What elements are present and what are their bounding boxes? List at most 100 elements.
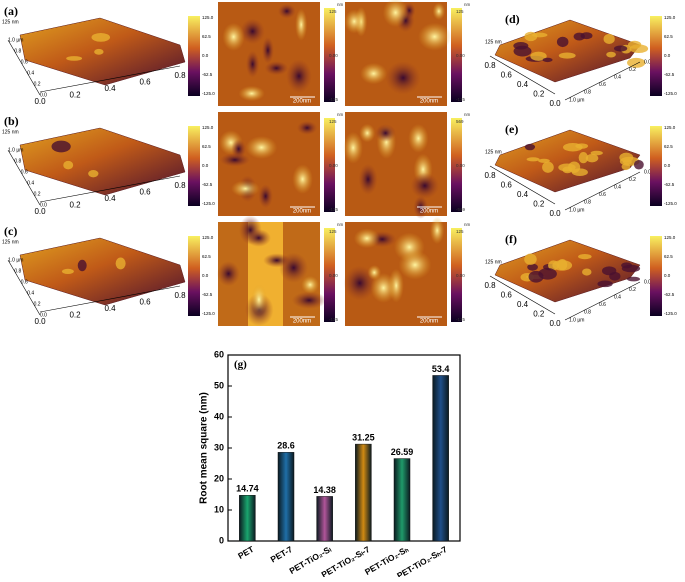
bar <box>316 496 333 542</box>
colorbar-label: -62.5 <box>202 292 213 297</box>
axis-tick-label: 0.8 <box>484 61 496 70</box>
surface-bump <box>556 36 569 48</box>
axis-tick-label: 0.0 <box>34 317 46 326</box>
afm-feature <box>343 131 363 164</box>
axis-tick-label: 0.4 <box>517 80 529 89</box>
afm-feature <box>292 164 313 195</box>
bar <box>277 452 295 542</box>
axis-line <box>489 165 556 205</box>
surface-bump <box>88 169 99 178</box>
surface-bump <box>63 160 74 170</box>
surface-bump <box>582 268 592 276</box>
axis-tick-label: 0.2 <box>533 200 545 209</box>
panel-label: (e) <box>505 122 518 136</box>
panel-label: (g) <box>234 359 247 371</box>
axis-tick-label: 0.4 <box>614 75 621 81</box>
axis-tick-label: 0.4 <box>104 194 116 203</box>
colorbar-label: nm <box>337 222 344 227</box>
afm-feature <box>408 123 429 153</box>
surface-bump <box>532 32 548 38</box>
value-label: 53.4 <box>432 364 450 374</box>
afm-feature <box>382 0 409 28</box>
colorbar <box>188 236 200 316</box>
scale-bar-label: 200nm <box>293 99 311 105</box>
colorbar-label: 125 <box>329 119 337 124</box>
y-tick-label: 30 <box>214 442 224 452</box>
colorbar-label: 0.0 <box>202 163 209 168</box>
afm-feature <box>261 36 274 64</box>
panel-label: (c) <box>4 224 17 238</box>
scale-bar-label: 200nm <box>420 209 438 215</box>
afm-feature <box>264 61 289 76</box>
axis-tick-label: 0.6 <box>599 82 606 88</box>
axis-tick-label: 0.6 <box>139 298 151 307</box>
surface-bump <box>627 57 646 68</box>
value-label: 28.6 <box>277 441 295 451</box>
colorbar-label: nm <box>464 2 471 7</box>
y-tick-label: 40 <box>214 411 224 421</box>
surface-bump <box>526 157 540 162</box>
surface-bump <box>524 143 536 151</box>
axis-line <box>39 65 181 93</box>
axis-tick-label: 0.6 <box>599 192 606 198</box>
axis-tick-label: 1.0 µm <box>8 147 23 153</box>
axis-tick-label: 0.0 <box>644 169 651 175</box>
colorbar-label: 125 <box>456 9 464 14</box>
colorbar-label: 569 <box>456 119 464 124</box>
surface-bump <box>558 52 576 59</box>
axis-tick-label: 0.8 <box>484 171 496 180</box>
colorbar <box>451 228 462 322</box>
axis-tick-label: 0.4 <box>104 304 116 313</box>
afm-feature <box>231 180 260 198</box>
surface-bump <box>597 280 613 288</box>
colorbar-label: -125.0 <box>664 91 677 96</box>
surface-bump <box>94 48 104 55</box>
colorbar <box>451 8 462 102</box>
colorbar-label: -569 <box>456 207 466 212</box>
axis-tick-label: 0.6 <box>139 78 151 87</box>
y-tick-label: 10 <box>214 504 224 514</box>
axis-line <box>39 285 181 313</box>
axis-tick-label: 0.2 <box>69 311 81 320</box>
afm-feature <box>358 163 378 195</box>
colorbar <box>650 16 662 96</box>
axis-tick-label: 0.2 <box>69 201 81 210</box>
afm-feature <box>375 124 396 143</box>
colorbar-label: 0.0 <box>202 53 209 58</box>
axis-tick-label: 0.0 <box>40 92 47 98</box>
axis-tick-label: 0.8 <box>584 310 591 316</box>
surface-bump <box>613 45 628 52</box>
colorbar-label: 125 <box>329 9 337 14</box>
y-tick-label: 60 <box>214 349 224 359</box>
y-tick-label: 0 <box>219 535 224 545</box>
axis-line <box>489 275 556 315</box>
colorbar-label: -125.0 <box>202 201 215 206</box>
axis-tick-label: 1.0 µm <box>569 317 584 323</box>
surface-bump <box>513 45 532 57</box>
axis-tick-label: 0.0 <box>644 59 651 65</box>
axis-tick-label: 0.8 <box>14 48 21 54</box>
axis-tick-label: 0.0 <box>40 312 47 318</box>
colorbar-label: 0.0 <box>664 273 671 278</box>
afm-feature <box>222 22 245 51</box>
axis-tick-label: 0.8 <box>484 281 496 290</box>
value-label: 26.59 <box>391 447 414 457</box>
scale-bar-label: 200nm <box>293 209 311 215</box>
colorbar-label: nm <box>464 112 471 117</box>
colorbar-label: 0.0 <box>202 273 209 278</box>
surface-bump <box>575 143 589 149</box>
colorbar-label: nm <box>337 2 344 7</box>
bar <box>432 375 449 542</box>
surface-bump <box>571 168 588 177</box>
axis-tick-label: 0.4 <box>27 290 34 296</box>
afm-feature <box>370 272 397 303</box>
axis-tick-label: 0.2 <box>34 81 41 87</box>
bar <box>393 458 411 542</box>
afm-feature <box>430 216 445 245</box>
colorbar-label: 62.5 <box>664 34 673 39</box>
afm-feature <box>217 261 240 287</box>
y-tick-label: 20 <box>214 473 224 483</box>
colorbar-label: 0.0 <box>664 163 671 168</box>
axis-tick-label: 0.2 <box>629 287 636 293</box>
